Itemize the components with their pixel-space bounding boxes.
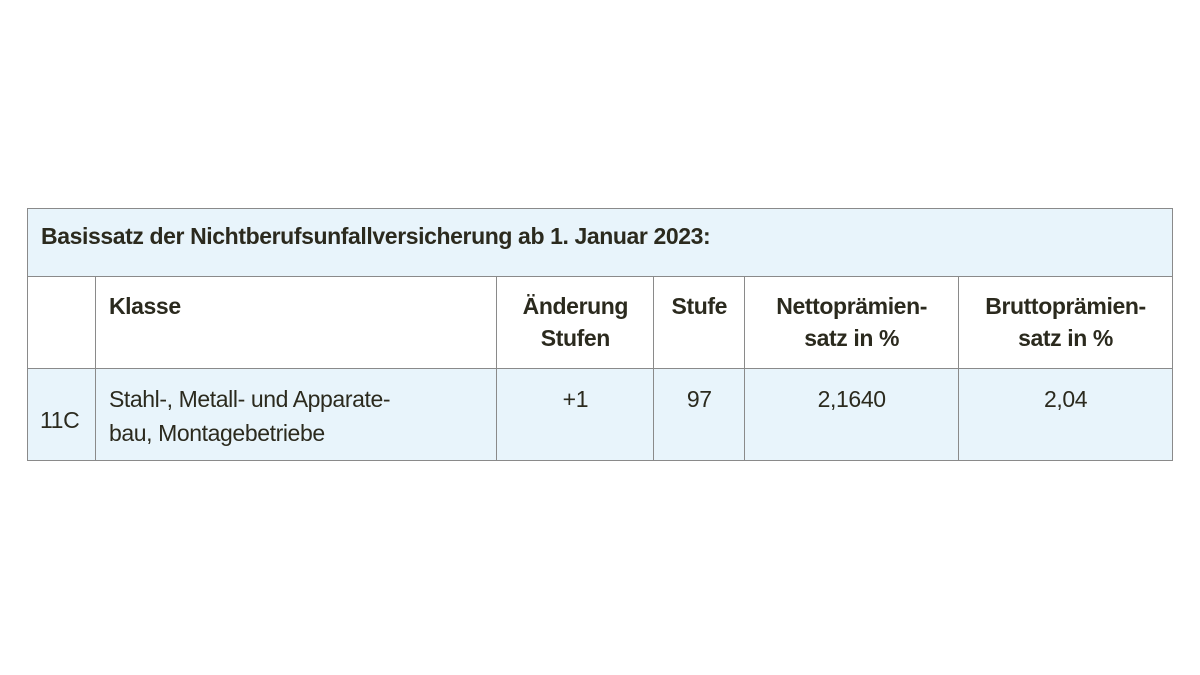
table-row: 11C Stahl-, Metall- und Apparate-bau, Mo…	[27, 368, 1173, 461]
cell-brutto: 2,04	[958, 368, 1173, 461]
cell-netto: 2,1640	[744, 368, 960, 461]
cell-stufe: 97	[653, 368, 746, 461]
header-aenderung: Änderung Stufen	[496, 276, 655, 369]
header-brutto-line2: satz in %	[1018, 325, 1113, 351]
table-title: Basissatz der Nichtberufsunfallversicher…	[27, 208, 1173, 277]
header-brutto: Bruttoprämien-satz in %	[958, 276, 1173, 369]
cell-aenderung: +1	[496, 368, 655, 461]
header-netto-line1: Nettoprämien-	[776, 293, 927, 319]
cell-klasse: Stahl-, Metall- und Apparate-bau, Montag…	[94, 368, 498, 461]
header-klasse: Klasse	[94, 276, 498, 369]
cell-klasse-line2: bau, Montagebetriebe	[108, 420, 325, 446]
header-netto-line2: satz in %	[804, 325, 900, 351]
header-aenderung-line2: Stufen	[540, 325, 611, 351]
header-netto: Nettoprämien-satz in %	[744, 276, 960, 369]
table-header-row: Klasse Änderung Stufen Stufe Nettoprämien…	[27, 276, 1173, 369]
cell-code: 11C	[27, 368, 96, 461]
cell-klasse-line1: Stahl-, Metall- und Apparate-	[108, 386, 391, 412]
header-code	[27, 276, 96, 369]
header-aenderung-line1: Änderung	[522, 293, 629, 319]
header-brutto-line1: Bruttoprämien-	[985, 293, 1146, 319]
table-title-row: Basissatz der Nichtberufsunfallversicher…	[27, 208, 1173, 277]
header-stufe: Stufe	[653, 276, 746, 369]
premium-rate-table: Basissatz der Nichtberufsunfallversicher…	[27, 208, 1173, 461]
